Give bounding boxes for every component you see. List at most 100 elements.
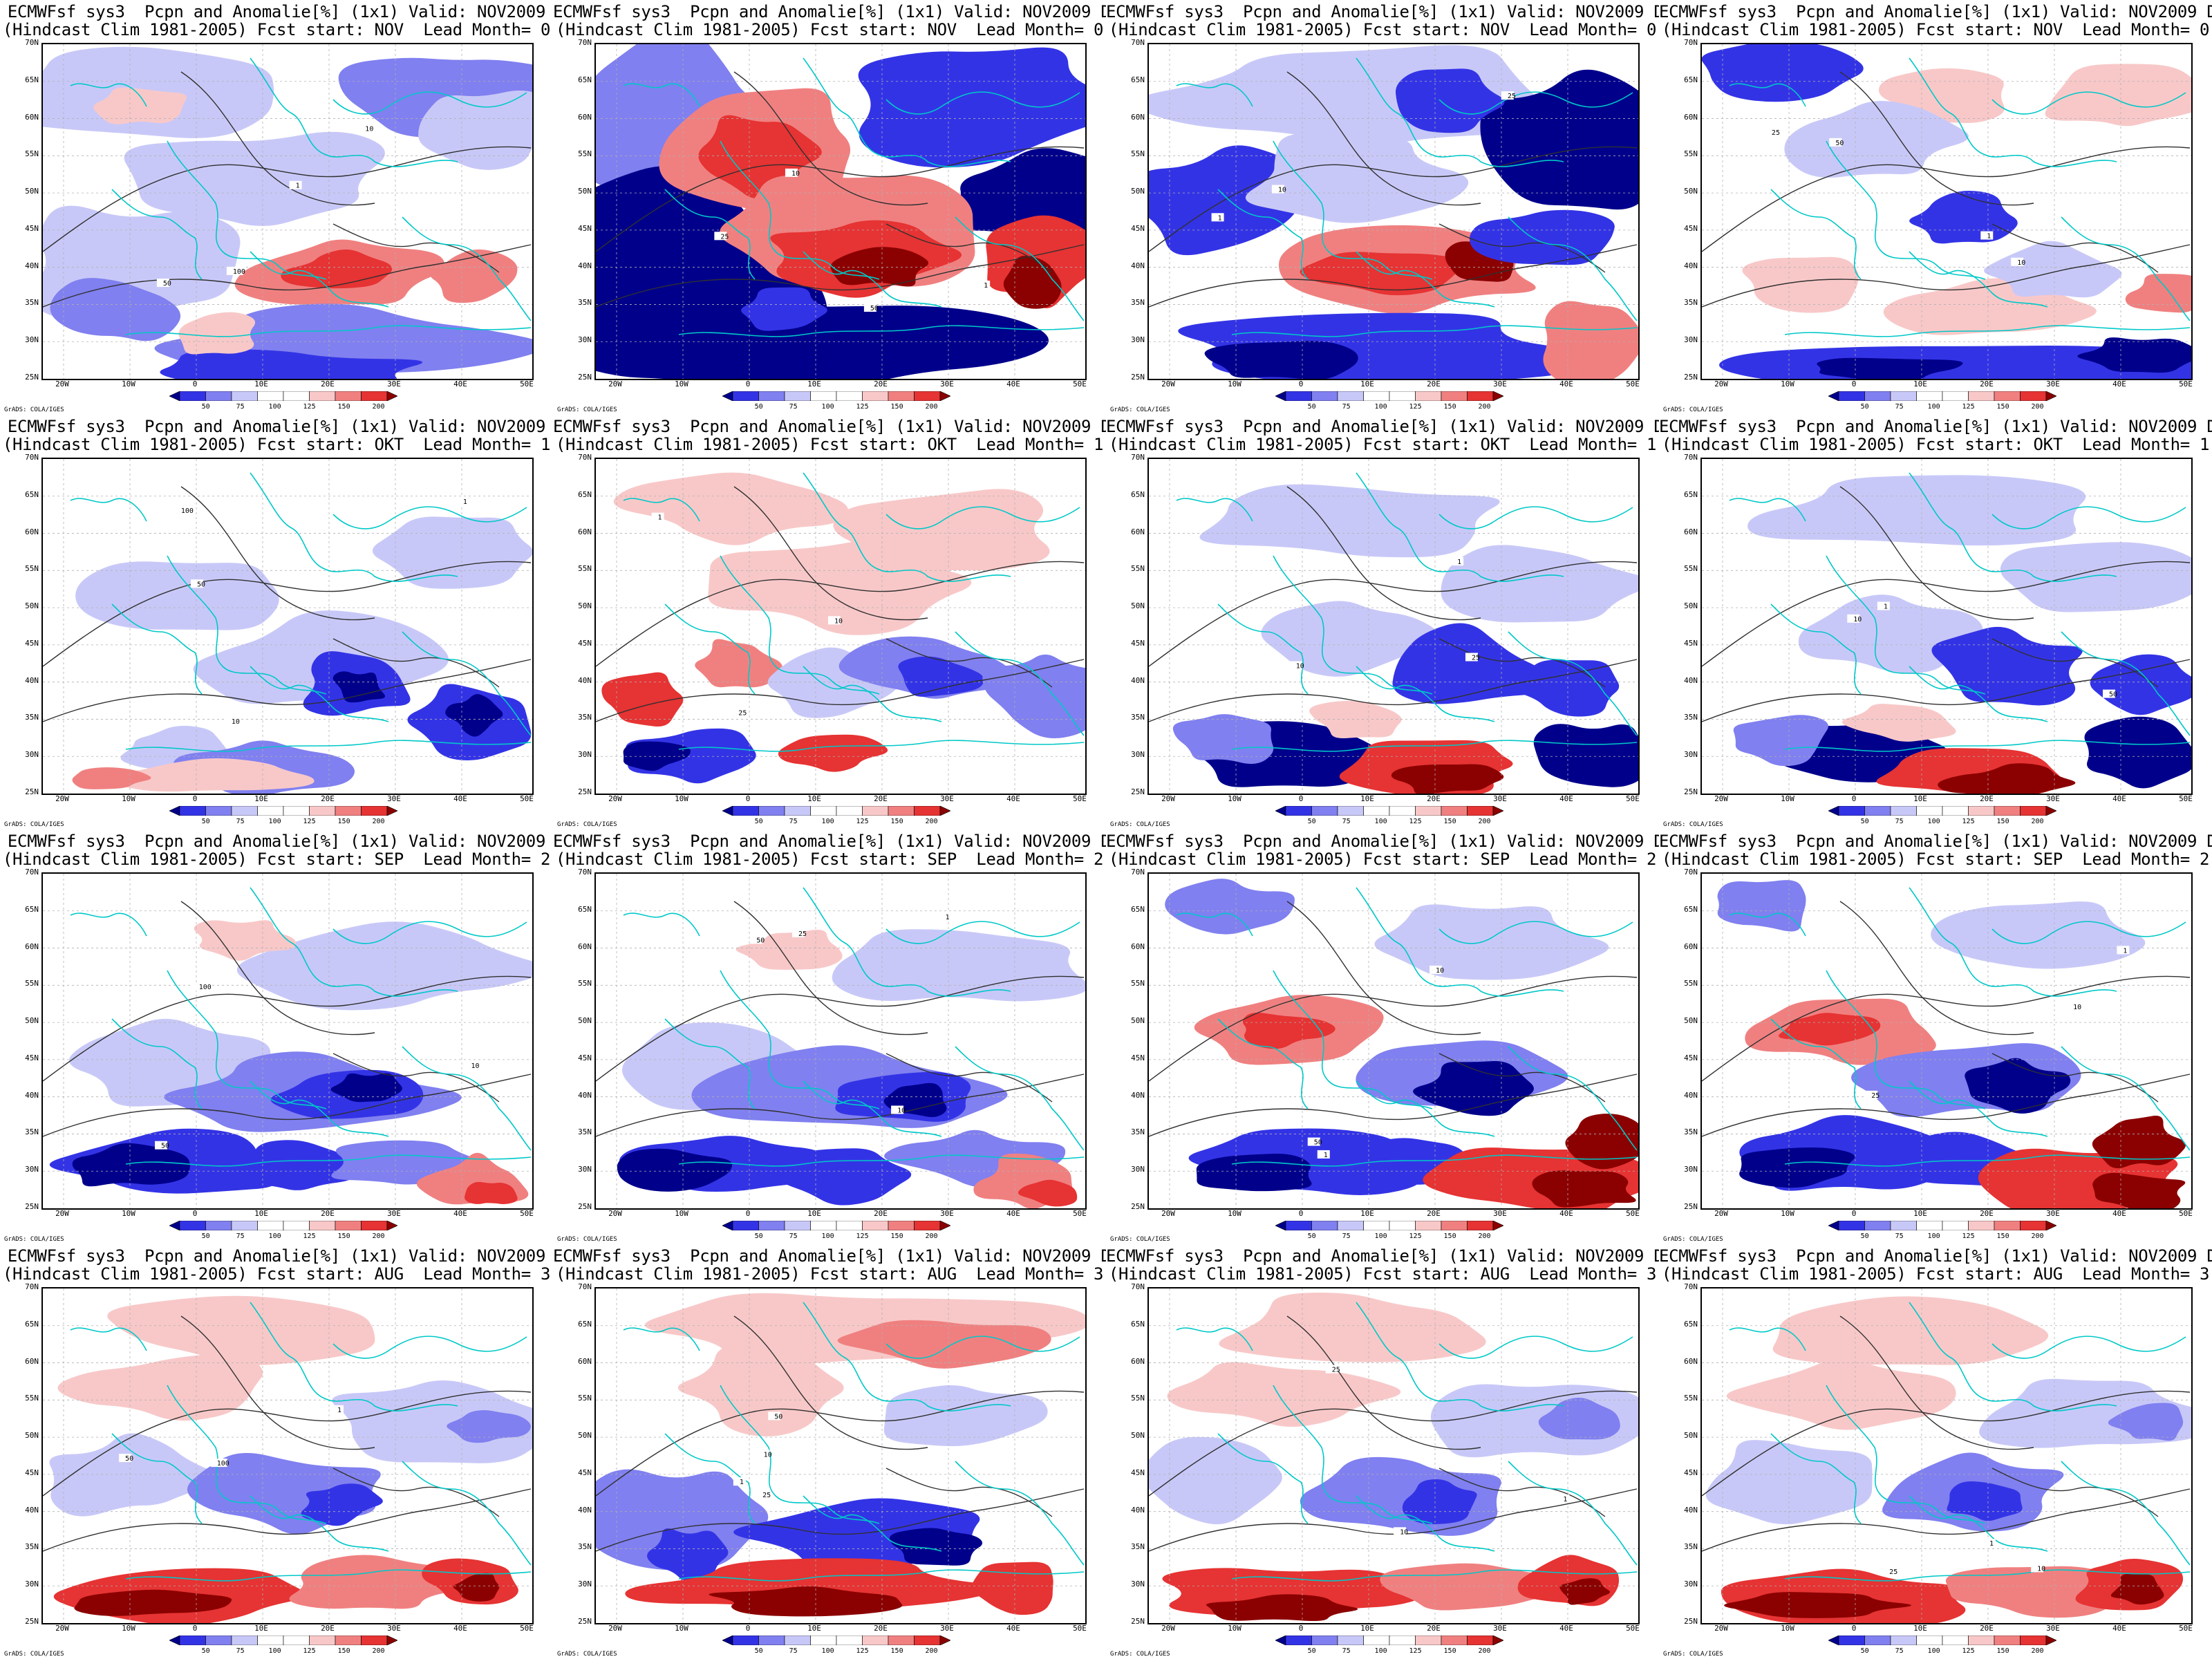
- climatology-contour: [332, 1053, 500, 1103]
- grads-credit: GrADS: COLA/IGES: [557, 406, 617, 413]
- latitude-label: 25N: [1684, 373, 1698, 382]
- colorbar-swatch: [1994, 1221, 2021, 1230]
- latitude-label: 40N: [578, 675, 592, 685]
- contour-label-background: [226, 266, 243, 275]
- contour-label-background: [225, 717, 238, 726]
- latitude-label: 40N: [1131, 675, 1145, 685]
- longitude-label: 30E: [387, 1624, 401, 1633]
- climatology-contour: [1702, 561, 2191, 667]
- colorbar-label: 200: [372, 818, 385, 825]
- latitude-label: 25N: [25, 373, 39, 382]
- colorbar-swatch: [1415, 391, 1442, 401]
- colorbar-swatch: [784, 391, 811, 401]
- colorbar-swatch: [862, 391, 889, 401]
- climatology-contour: [1991, 638, 2159, 688]
- anomaly-region: [1947, 1481, 2023, 1521]
- colorbar-label: 75: [1895, 403, 1904, 411]
- contour-label: 1: [337, 1407, 341, 1414]
- anomaly-region: [1018, 1179, 1078, 1207]
- grads-credit: GrADS: COLA/IGES: [1663, 1236, 1723, 1243]
- colorbar-swatch: [1337, 391, 1364, 401]
- latitude-label: 25N: [578, 373, 592, 382]
- latitude-label: 55N: [578, 1394, 592, 1403]
- colorbar-swatch: [1828, 1221, 1839, 1230]
- colorbar-label: 50: [754, 818, 763, 825]
- latitude-label: 40N: [25, 675, 39, 685]
- longitude-label: 30E: [1493, 1209, 1507, 1218]
- colorbar-label: 150: [337, 1232, 350, 1240]
- contour-label-background: [757, 1450, 770, 1459]
- coastline: [720, 555, 880, 695]
- colorbar-swatch: [335, 806, 362, 816]
- latitude-label: 25N: [578, 787, 592, 796]
- map-canvas: 10 25 1: [1149, 44, 1638, 379]
- colorbar-label: 100: [268, 1647, 281, 1655]
- anomaly-region: [1779, 1013, 1881, 1046]
- latitude-label: 35N: [1684, 298, 1698, 308]
- forecast-panel: ECMWFsf sys3 Pcpn and Anomalie[%] (1x1) …: [0, 1244, 553, 1659]
- anomaly-map: 25 10 1: [1147, 1287, 1640, 1624]
- colorbar-label: 125: [303, 818, 316, 825]
- longitude-label: 20E: [874, 794, 888, 803]
- contour-label-background: [977, 281, 991, 290]
- anomaly-region: [1909, 190, 2018, 244]
- contour-label-background: [1325, 1365, 1338, 1374]
- contour-label-background: [714, 232, 727, 241]
- contour-label: 1: [296, 182, 300, 190]
- coastline: [1826, 970, 1986, 1109]
- colorbar: [169, 806, 397, 816]
- anomaly-region: [1938, 763, 2076, 794]
- map-canvas: 100 50 1: [43, 1288, 532, 1623]
- longitude-label: 40E: [2112, 1209, 2126, 1218]
- colorbar-swatch: [335, 1635, 362, 1645]
- coastline: [955, 631, 1085, 736]
- anomaly-region: [709, 1586, 903, 1617]
- coastline: [250, 472, 458, 582]
- latitude-label: 45N: [1131, 223, 1145, 233]
- climatology-contour: [1149, 146, 1638, 252]
- contour-label-background: [192, 982, 209, 991]
- latitude-label: 65N: [25, 1319, 39, 1329]
- longitude-label: 20E: [874, 379, 888, 388]
- longitude-label: 10E: [807, 794, 821, 803]
- colorbar-swatch: [914, 806, 941, 816]
- latitude-label: 50N: [25, 1431, 39, 1441]
- anomaly-region: [2077, 337, 2191, 373]
- coastline: [1784, 325, 2191, 337]
- latitude-label: 45N: [1684, 1468, 1698, 1477]
- colorbar-swatch: [1916, 1221, 1943, 1230]
- colorbar-swatch: [1968, 1635, 1995, 1645]
- colorbar-swatch: [231, 1221, 258, 1230]
- coastline: [1176, 1327, 1253, 1351]
- colorbar-label: 150: [1996, 818, 2009, 825]
- anomaly-region: [608, 306, 1049, 379]
- longitude-label: 0: [1298, 1209, 1304, 1218]
- latitude-label: 50N: [1131, 1431, 1145, 1441]
- anomaly-region: [1984, 241, 2122, 298]
- colorbar-label: 100: [268, 403, 281, 411]
- latitude-label: 65N: [1131, 489, 1145, 499]
- colorbar-swatch: [888, 1221, 915, 1230]
- grads-credit: GrADS: COLA/IGES: [1663, 821, 1723, 828]
- contour-label-background: [1883, 1566, 1896, 1575]
- coastline: [1826, 555, 1986, 695]
- anomaly-region: [453, 1573, 500, 1602]
- latitude-label: 60N: [25, 112, 39, 122]
- colorbar-label: 200: [2031, 403, 2044, 411]
- contour-label-background: [863, 303, 877, 312]
- coastline: [111, 1433, 203, 1524]
- contour-label: 50: [774, 1413, 782, 1421]
- latitude-label: 35N: [1131, 1542, 1145, 1552]
- colorbar-swatch: [257, 391, 284, 401]
- latitude-label: 30N: [578, 750, 592, 760]
- anomaly-region: [1817, 357, 1963, 379]
- grads-credit: GrADS: COLA/IGES: [557, 1651, 617, 1658]
- longitude-label: 0: [192, 1624, 198, 1633]
- coastline: [1176, 83, 1253, 107]
- colorbar-swatch: [1828, 806, 1839, 816]
- contour-label: 25: [1889, 1568, 1897, 1576]
- anomaly-region: [1717, 880, 1806, 932]
- anomaly-map: 50 10 1: [1147, 872, 1640, 1210]
- colorbar-swatch: [1890, 391, 1917, 401]
- colorbar-swatch: [1994, 391, 2021, 401]
